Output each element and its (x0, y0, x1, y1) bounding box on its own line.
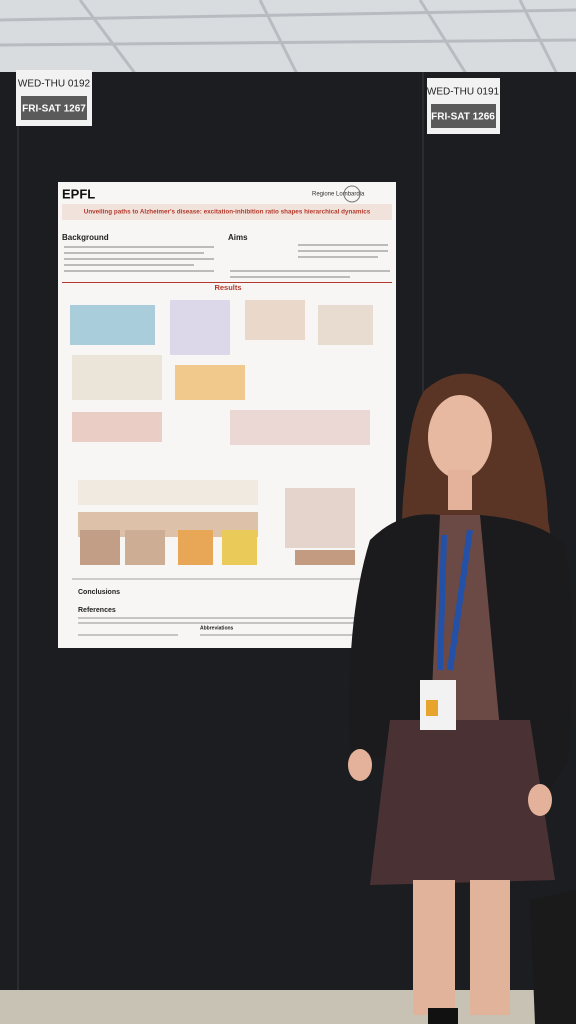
section-heading: Results (214, 283, 241, 292)
poster: EPFL Regione Lombardia Unveiling paths t… (58, 182, 396, 648)
shoe (428, 1008, 458, 1024)
sign-box (431, 104, 496, 128)
section-heading: References (78, 607, 116, 614)
dress (370, 720, 555, 885)
hand (528, 784, 552, 816)
neck (448, 470, 472, 510)
sign-text: WED-THU 0192 (18, 79, 91, 90)
poster-partner: Regione Lombardia (312, 192, 365, 198)
sign-box (21, 96, 87, 120)
bag (530, 890, 576, 1024)
sign-text: FRI-SAT 1266 (431, 112, 495, 123)
section-heading: Background (62, 233, 109, 242)
leg (470, 880, 510, 1015)
sign-text: WED-THU 0191 (427, 87, 500, 98)
section-heading: Conclusions (78, 589, 120, 596)
poster-logo: EPFL (62, 186, 95, 201)
hand (348, 749, 372, 781)
section-heading: Abbreviations (200, 625, 234, 631)
badge-logo (426, 700, 438, 716)
face (428, 395, 492, 479)
person (348, 373, 573, 1024)
lanyard (437, 529, 473, 671)
ceiling-truss (0, 0, 576, 81)
university-seal (343, 185, 361, 203)
section-heading: Aims (228, 233, 248, 242)
sign-text: FRI-SAT 1267 (22, 104, 86, 115)
poster-title: Unveiling paths to Alzheimer's disease: … (84, 209, 371, 216)
leg (413, 880, 455, 1015)
